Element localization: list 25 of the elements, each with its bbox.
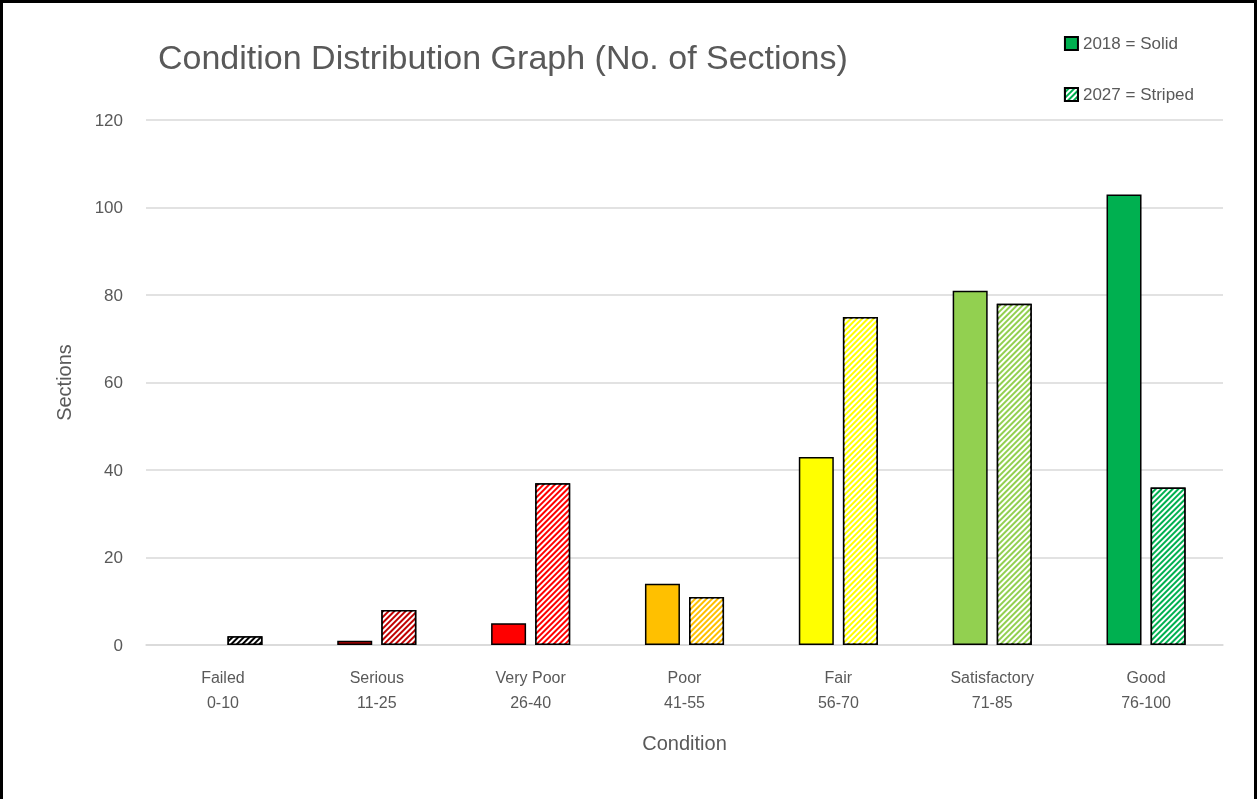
chart-title: Condition Distribution Graph (No. of Sections) bbox=[158, 38, 848, 76]
y-tick-label: 120 bbox=[94, 110, 123, 130]
x-tick-label: Very Poor 26-40 bbox=[495, 669, 567, 711]
y-tick-label: 100 bbox=[94, 198, 123, 217]
legend-label: 2027 = Striped bbox=[1082, 85, 1195, 104]
x-tick-label: Good 76-100 bbox=[1121, 669, 1172, 711]
x-tick-label: Poor 41-55 bbox=[664, 669, 706, 711]
x-tick-label: Failed 0-10 bbox=[201, 669, 245, 711]
x-tick-label: Fair 56-70 bbox=[817, 669, 859, 711]
bar bbox=[337, 640, 373, 645]
x-tick-label: Satisfactory 71-85 bbox=[950, 669, 1035, 711]
y-tick-label: 0 bbox=[113, 635, 123, 655]
y-tick-label: 80 bbox=[104, 285, 123, 305]
legend-label: 2018 = Solid bbox=[1082, 34, 1178, 53]
bar bbox=[644, 583, 680, 645]
bar bbox=[952, 290, 988, 645]
y-tick-label: 20 bbox=[104, 548, 123, 567]
y-tick-label: 40 bbox=[104, 460, 123, 480]
x-axis-title: Condition bbox=[642, 732, 727, 754]
y-axis-title: Sections bbox=[53, 344, 75, 421]
bar bbox=[491, 623, 527, 645]
y-tick-label: 60 bbox=[104, 373, 123, 392]
x-tick-label: Serious 11-25 bbox=[349, 669, 404, 711]
bar bbox=[1106, 194, 1142, 645]
bar bbox=[798, 456, 834, 645]
